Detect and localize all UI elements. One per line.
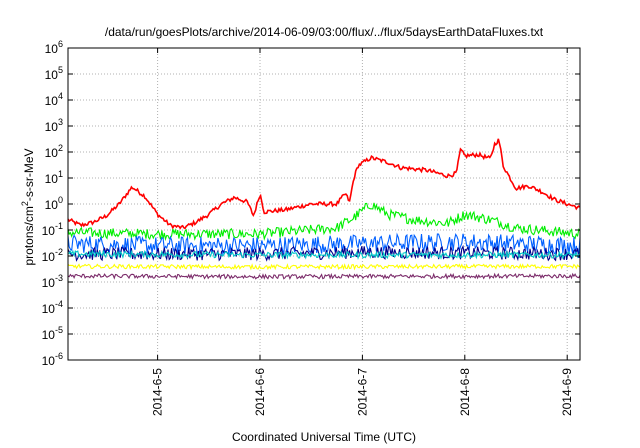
y-tick-label: 105	[45, 65, 63, 82]
y-tick-label: 100	[45, 195, 63, 212]
series-line	[67, 272, 581, 281]
y-tick-label: 101	[45, 169, 63, 186]
y-tick-label: 10-3	[42, 273, 63, 290]
x-tick-label: 2014-6-7	[355, 368, 369, 416]
chart-title: /data/run/goesPlots/archive/2014-06-09/0…	[105, 25, 544, 39]
y-tick-label: 10-4	[42, 299, 63, 316]
series-line	[67, 232, 581, 256]
y-tick-label: 104	[45, 91, 63, 108]
x-axis-ticks: 2014-6-5 2014-6-6 2014-6-7 2014-6-8 2014-6-9	[151, 48, 574, 416]
series-line	[67, 263, 581, 271]
y-tick-label: 10-6	[42, 351, 63, 368]
y-label-post: -s-sr-MeV	[22, 148, 36, 201]
x-tick-label: 2014-6-9	[560, 368, 574, 416]
y-axis-ticks: 10-6 10-5 10-4 10-3 10-2 10-1 100 101 102 103 104 1…	[42, 39, 580, 368]
series-line	[67, 202, 581, 242]
series-lines	[67, 138, 581, 281]
y-axis-label: protons/cm2-s-sr-MeV	[20, 148, 36, 265]
x-tick-label: 2014-6-5	[151, 368, 165, 416]
y-tick-label: 10-2	[42, 247, 63, 264]
y-tick-label: 10-1	[42, 221, 63, 238]
x-tick-label: 2014-6-6	[253, 368, 267, 416]
y-tick-label: 102	[45, 143, 63, 160]
y-tick-label: 106	[45, 39, 63, 56]
x-tick-label: 2014-6-8	[458, 368, 472, 416]
x-axis-label: Coordinated Universal Time (UTC)	[232, 430, 416, 444]
y-tick-label: 10-5	[42, 325, 63, 342]
y-label-pre: protons/cm	[22, 206, 36, 265]
y-label-sup: 2	[20, 201, 30, 206]
series-line	[67, 138, 581, 230]
series-line	[67, 249, 581, 260]
y-tick-label: 103	[45, 117, 63, 134]
series-line	[67, 244, 581, 262]
